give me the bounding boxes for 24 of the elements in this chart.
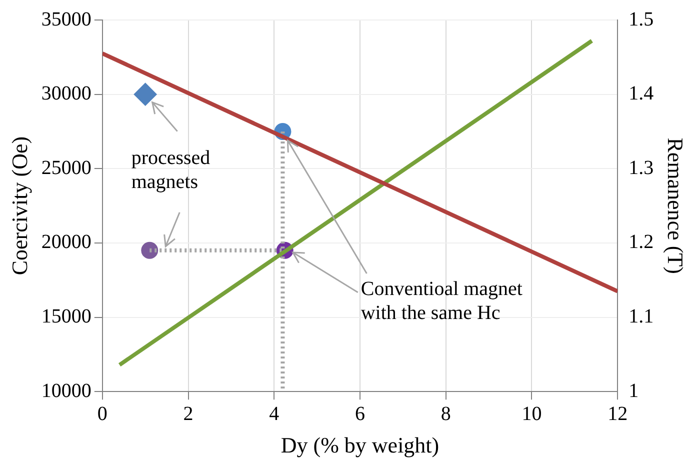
annotation: Conventioal magnet with the same Hc — [360, 277, 524, 326]
y-tick-label: 15000 — [41, 306, 92, 328]
y2-tick-label: 1.3 — [628, 156, 654, 179]
annotation: processed magnets — [131, 146, 212, 194]
y-tick-label: 30000 — [41, 82, 92, 105]
y2-tick-label: 1.2 — [628, 231, 654, 254]
y-tick-label: 35000 — [41, 8, 92, 30]
y2-tick-label: 1.1 — [628, 306, 654, 328]
x-tick-label: 12 — [608, 402, 628, 425]
y-tick-label: 10000 — [41, 380, 92, 402]
x-tick-label: 4 — [269, 402, 280, 425]
y-axis-title: Coercivity (Oe) — [6, 136, 32, 276]
x-axis-title: Dy (% by weight) — [280, 432, 440, 458]
x-tick-label: 8 — [440, 402, 451, 425]
y2-axis-title: Remanence (T) — [663, 138, 688, 274]
y2-tick-label: 1 — [628, 380, 639, 402]
x-tick-label: 2 — [183, 402, 194, 425]
y-tick-label: 20000 — [41, 231, 92, 254]
x-tick-label: 0 — [97, 402, 108, 425]
y2-tick-label: 1.5 — [628, 8, 654, 30]
y-tick-label: 25000 — [41, 156, 92, 179]
x-tick-label: 10 — [522, 402, 542, 425]
y2-tick-label: 1.4 — [628, 82, 654, 105]
x-tick-label: 6 — [355, 402, 365, 425]
